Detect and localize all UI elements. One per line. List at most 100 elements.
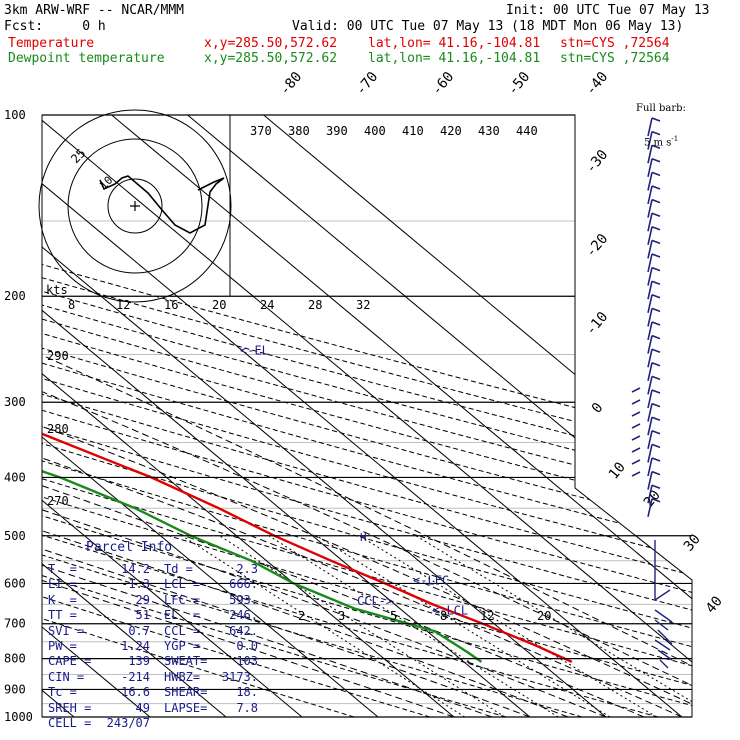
hodograph-trace <box>99 175 225 234</box>
dry-adiabat <box>42 115 692 717</box>
dry-adiabat <box>42 115 692 717</box>
temperature-profile <box>42 115 573 663</box>
isotherm <box>263 115 692 717</box>
dry-adiabat <box>42 115 692 717</box>
wind-barb <box>631 471 641 477</box>
moist-adiabat <box>42 295 692 717</box>
mixing-top-label: 16 <box>164 298 178 312</box>
parcel-info-key: PW = <box>48 639 77 653</box>
moist-adiabat <box>42 295 692 717</box>
dry-adiabat <box>42 115 431 717</box>
mixing-top-label: 20 <box>212 298 226 312</box>
wind-barb <box>647 117 661 137</box>
isotherm-label: 0 <box>589 400 607 417</box>
isotherm-label: -60 <box>429 69 458 99</box>
hodograph-ring-label-inner: 10 <box>97 174 116 193</box>
pressure-tick-label: 400 <box>4 470 26 484</box>
dry-adiabat <box>42 115 692 717</box>
parcel-info-key: LI = <box>48 577 77 592</box>
theta-label: 440 <box>516 124 538 138</box>
dry-adiabat <box>42 115 692 717</box>
parcel-info-value: 246. <box>229 608 258 623</box>
dew-xy: x,y=285.50,572.62 <box>204 51 338 66</box>
moist-adiabat <box>42 295 692 717</box>
parcel-info-key: SWEAT= <box>164 654 208 669</box>
dry-adiabat <box>42 115 692 717</box>
diagram-area <box>42 115 692 717</box>
mixing-bottom-label: 5 <box>390 609 397 623</box>
dewpoint-profile <box>42 115 483 663</box>
wind-barb <box>631 459 641 465</box>
hodograph-center <box>130 201 140 211</box>
hodograph-ring <box>67 138 203 274</box>
mixing-bottom-label: 12 <box>480 609 494 623</box>
wind-barb <box>647 253 661 273</box>
dry-adiabat <box>42 115 692 717</box>
level-marker-h: H <box>360 531 367 544</box>
parcel-info-value: 16.6 <box>121 685 150 700</box>
wind-barb <box>647 280 661 300</box>
wind-barb <box>631 387 641 393</box>
hodograph-ring <box>107 178 163 234</box>
wind-barb <box>647 416 661 436</box>
mixing-ratio-line <box>181 535 466 717</box>
pressure-tick-label: 500 <box>4 529 26 543</box>
isotherm <box>187 115 692 717</box>
wind-barb <box>647 321 661 341</box>
mixing-top-label: 8 <box>68 298 75 312</box>
dew-station: stn=CYS ,72564 <box>560 51 670 66</box>
wind-barb <box>647 171 661 191</box>
wind-barb <box>647 484 661 504</box>
wind-barb <box>647 402 661 422</box>
parcel-info-value: 2.3 <box>236 562 258 576</box>
parcel-info-key: T = <box>48 562 77 576</box>
dry-adiabat <box>42 115 692 717</box>
parcel-info-key: Tc = <box>48 685 77 700</box>
barb-key-unit: -1 <box>671 135 679 143</box>
mixing-top-label: 28 <box>308 298 322 312</box>
isotherm <box>42 115 455 717</box>
isotherm-label: 30 <box>681 531 704 554</box>
pressure-tick-label: 1000 <box>4 710 33 724</box>
mixing-bottom-label: 2 <box>298 609 305 623</box>
isotherm-label: -70 <box>353 69 382 99</box>
theta-label: 420 <box>440 124 462 138</box>
wind-barb <box>647 334 661 354</box>
wind-barb <box>631 447 641 453</box>
pressure-tick-label: 600 <box>4 576 26 590</box>
wind-barb <box>647 239 661 259</box>
parcel-info-key: SHEAR= <box>164 685 208 700</box>
parcel-info-key: CAPE = <box>48 654 92 669</box>
wind-barb <box>647 185 661 205</box>
wind-barb <box>631 411 641 417</box>
dry-adiabat <box>42 115 692 717</box>
wind-barb <box>647 198 661 218</box>
isotherm-label: -30 <box>583 147 612 177</box>
theta-label: 430 <box>478 124 500 138</box>
init-time: Init: 00 UTC Tue 07 May 13 <box>506 3 710 18</box>
mixing-ratio-line <box>359 535 657 717</box>
barb-key: Full barb: 5 m s-1 <box>636 84 686 158</box>
pressure-tick-label: 800 <box>4 652 26 666</box>
parcel-info-key: LCL = <box>164 577 201 592</box>
parcel-info-value: 0.7 <box>128 623 150 638</box>
pressure-tick-label: 300 <box>4 395 26 409</box>
theta-label: 410 <box>402 124 424 138</box>
moist-adiabat <box>42 295 493 717</box>
parcel-info-key: CCL = <box>164 623 201 638</box>
temp-latlon: lat,lon= 41.16,-104.81 <box>368 36 541 51</box>
parcel-info-key: Td = <box>164 562 193 576</box>
theta-left-label: 270 <box>47 494 69 508</box>
moist-adiabat <box>42 295 645 717</box>
isotherm <box>42 115 607 717</box>
forecast-hour: Fcst: 0 h <box>4 19 106 34</box>
wind-barb <box>647 457 661 477</box>
isotherm-label: -10 <box>583 309 612 339</box>
parcel-info-key: TT = <box>48 608 77 623</box>
parcel-info-key: LFC = <box>164 592 201 607</box>
level-marker: <-EL <box>240 343 269 357</box>
parcel-info-key: CELL = <box>48 716 92 730</box>
wind-barb <box>647 470 661 490</box>
isotherm <box>42 115 303 717</box>
